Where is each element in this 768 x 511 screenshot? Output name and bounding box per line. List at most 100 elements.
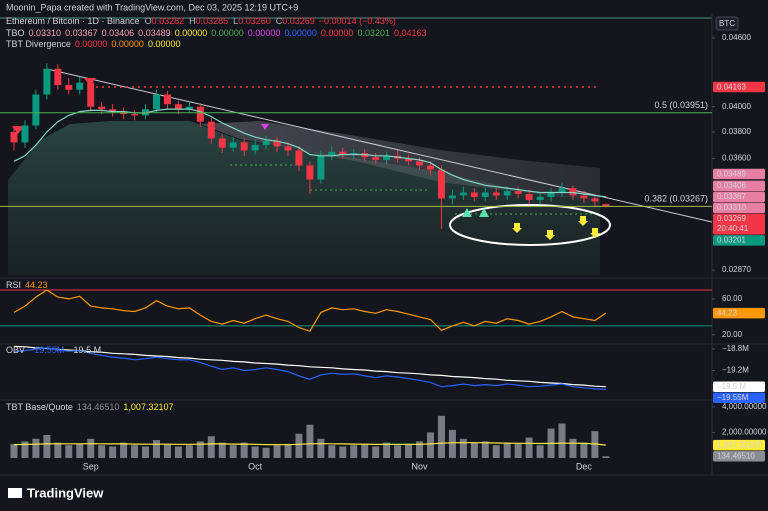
volume-bar <box>569 438 577 458</box>
legend-value: 44.23 <box>25 280 48 290</box>
y-tick-label: 4,000.00000 <box>722 402 767 411</box>
volume-bar <box>503 442 511 458</box>
indicator-value: 0.00000 <box>148 39 181 49</box>
candle-body <box>185 106 193 110</box>
fib-label: 0.5 (0.03951) <box>654 100 708 110</box>
series-line <box>13 345 606 388</box>
price-tag-label: 134.46510 <box>717 452 755 461</box>
y-tick-label: 0.02870 <box>722 265 751 274</box>
legend-value: −19.55M <box>29 345 64 355</box>
volume-bar <box>339 446 347 458</box>
volume-bar <box>525 437 533 458</box>
signal-marker <box>590 228 600 238</box>
candle-body <box>32 94 40 126</box>
volume-bar <box>470 442 478 458</box>
price-tag <box>713 180 765 192</box>
volume-bar <box>142 446 150 458</box>
candle-body <box>109 109 117 112</box>
volume-bar <box>602 456 610 458</box>
price-tag <box>713 392 765 403</box>
candle-body <box>295 150 303 166</box>
candle-body <box>558 188 566 193</box>
volume-bar <box>174 446 182 458</box>
candle-body <box>448 195 456 199</box>
candle-body <box>459 192 467 196</box>
candle-body <box>163 94 171 105</box>
volume-bar <box>207 436 215 458</box>
candle-body <box>174 104 182 110</box>
indicator-value: 0.03310 <box>29 28 62 38</box>
candle-body <box>339 151 347 155</box>
candle-body <box>536 196 544 200</box>
volume-bar <box>163 443 171 458</box>
volume-bar <box>361 443 369 458</box>
candle-body <box>218 138 226 148</box>
signal-marker <box>479 208 489 217</box>
currency-button[interactable] <box>715 16 739 31</box>
volume-bar <box>536 445 544 458</box>
price-tag-label: 0.03310 <box>717 203 746 212</box>
legend-value: 1,007.32107 <box>123 402 173 412</box>
candle-body <box>317 155 325 180</box>
volume-bar <box>10 443 18 458</box>
price-tag <box>713 451 765 462</box>
indicator-value: 0.03201 <box>357 28 390 38</box>
volume-bar <box>54 442 62 458</box>
price-tag <box>713 439 765 451</box>
indicator-value: 0.04163 <box>394 28 427 38</box>
volume-bar <box>98 445 106 458</box>
price-tag <box>713 202 765 214</box>
candle-body <box>492 192 500 196</box>
volume-bar <box>416 441 424 458</box>
pane-legend: OBV −19.55M −19.5 M <box>6 345 101 355</box>
candle-body <box>514 191 522 194</box>
moving-average <box>13 442 606 446</box>
volume-bar <box>284 443 292 458</box>
indicator-name: TBO <box>6 28 25 38</box>
price-tag <box>713 235 765 246</box>
candle-body <box>591 198 599 202</box>
series-line <box>13 347 606 390</box>
candle-body <box>76 82 84 90</box>
y-tick-label: 20.00 <box>722 330 743 339</box>
brand-icon <box>8 488 22 498</box>
candle-body <box>503 191 511 196</box>
y-tick-label: 60.00 <box>722 294 743 303</box>
cloud-band <box>8 121 600 275</box>
y-tick-label: 0.04600 <box>722 33 751 42</box>
price-tag-label: 0.03489 <box>717 169 746 178</box>
symbol-legend: Ethereum / Bitcoin · 1D · Binance O0.0328… <box>6 16 396 26</box>
x-tick-label: Oct <box>248 461 263 471</box>
x-tick-label: Sep <box>83 461 99 471</box>
ohlc-key: O <box>145 16 152 26</box>
signal-marker <box>462 208 472 217</box>
volume-bar <box>131 445 139 458</box>
x-tick-label: Nov <box>412 461 429 471</box>
volume-bar <box>448 429 456 458</box>
y-tick-label: 0.03800 <box>722 127 751 136</box>
pane-title: TBT Base/Quote <box>6 402 73 412</box>
indicator-line <box>13 108 606 198</box>
pane-title: RSI <box>6 280 21 290</box>
volume-bar <box>120 442 128 458</box>
signal-marker <box>12 126 24 134</box>
signal-marker <box>512 223 522 233</box>
volume-bar <box>273 445 281 458</box>
candle-body <box>426 165 434 170</box>
candle-body <box>569 188 577 196</box>
y-tick-label: 0.04000 <box>722 102 751 111</box>
candle-body <box>10 131 18 143</box>
candle-body <box>196 106 204 122</box>
volume-bar <box>262 447 270 458</box>
pane-title: OBV <box>6 345 25 355</box>
price-tag-label: 0.03269 <box>717 214 746 223</box>
candle-body <box>525 193 533 200</box>
volume-bar <box>591 431 599 458</box>
signal-marker <box>84 78 96 86</box>
candle-body <box>251 145 259 151</box>
volume-bar <box>251 446 259 458</box>
volume-bar <box>240 442 248 458</box>
candle-body <box>54 68 62 86</box>
volume-bar <box>306 424 314 458</box>
